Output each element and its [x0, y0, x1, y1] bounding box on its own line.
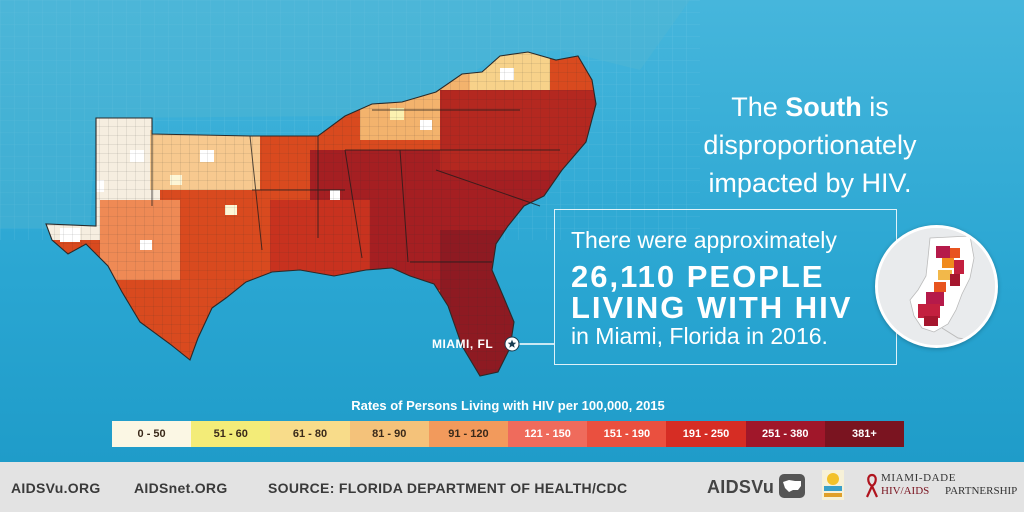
- info-lead: There were approximately: [571, 227, 837, 253]
- aidsvu-logo: AIDSVu: [707, 477, 775, 497]
- legend-bin: 61 - 80: [270, 421, 350, 447]
- legend-bin: 151 - 190: [587, 421, 667, 447]
- legend-bar: 0 - 50 51 - 60 61 - 80 81 - 90 91 - 120 121 -…: [112, 421, 905, 447]
- info-box: There were approximately 26,110 PEOPLE L…: [554, 209, 897, 365]
- aidsnet-link[interactable]: AIDSnet.ORG: [134, 480, 228, 496]
- headline-line3: impacted by HIV.: [708, 168, 912, 198]
- map-stage: MIAMI, FL The South is disproportionatel…: [0, 0, 1024, 462]
- info-stat-count: 26,110 PEOPLE: [571, 259, 825, 294]
- aidsvu-link[interactable]: AIDSVu.ORG: [11, 480, 101, 496]
- south-hiv-map: [0, 0, 700, 377]
- partner-logo-line1: MIAMI-DADE: [881, 472, 957, 484]
- info-stat-label: LIVING WITH HIV: [571, 290, 853, 325]
- miami-dade-inset-map: [875, 225, 998, 348]
- legend-title: Rates of Persons Living with HIV per 100…: [351, 398, 665, 413]
- legend-bin: 91 - 120: [428, 421, 509, 447]
- info-tail: in Miami, Florida in 2016.: [571, 323, 828, 349]
- miami-label: MIAMI, FL: [432, 337, 494, 351]
- partner-logo-line2a: HIV/AIDS: [881, 485, 930, 497]
- legend-bin: 121 - 150: [508, 421, 588, 447]
- miami-star-icon: [504, 336, 520, 352]
- headline-line2: disproportionately: [703, 130, 917, 160]
- headline-line1: The South is: [731, 92, 889, 122]
- inset-map-icon: [878, 228, 995, 345]
- florida-health-logo-icon: [822, 470, 844, 500]
- legend-bin: 251 - 380: [745, 421, 825, 447]
- footer-bar: [0, 462, 1024, 512]
- us-map-logo-icon: [779, 474, 805, 498]
- legend-bin: 81 - 90: [349, 421, 429, 447]
- legend-bin: 381+: [824, 421, 905, 447]
- legend-bin: 191 - 250: [666, 421, 746, 447]
- legend-bin: 0 - 50: [112, 421, 192, 447]
- partner-logo-line2b: PARTNERSHIP: [945, 485, 1018, 497]
- source-credit: SOURCE: FLORIDA DEPARTMENT OF HEALTH/CDC: [268, 480, 628, 496]
- headline-strong: South: [785, 92, 862, 122]
- red-ribbon-icon: [865, 473, 879, 498]
- headline: The South is disproportionately impacted…: [660, 88, 960, 202]
- legend-bin: 51 - 60: [191, 421, 271, 447]
